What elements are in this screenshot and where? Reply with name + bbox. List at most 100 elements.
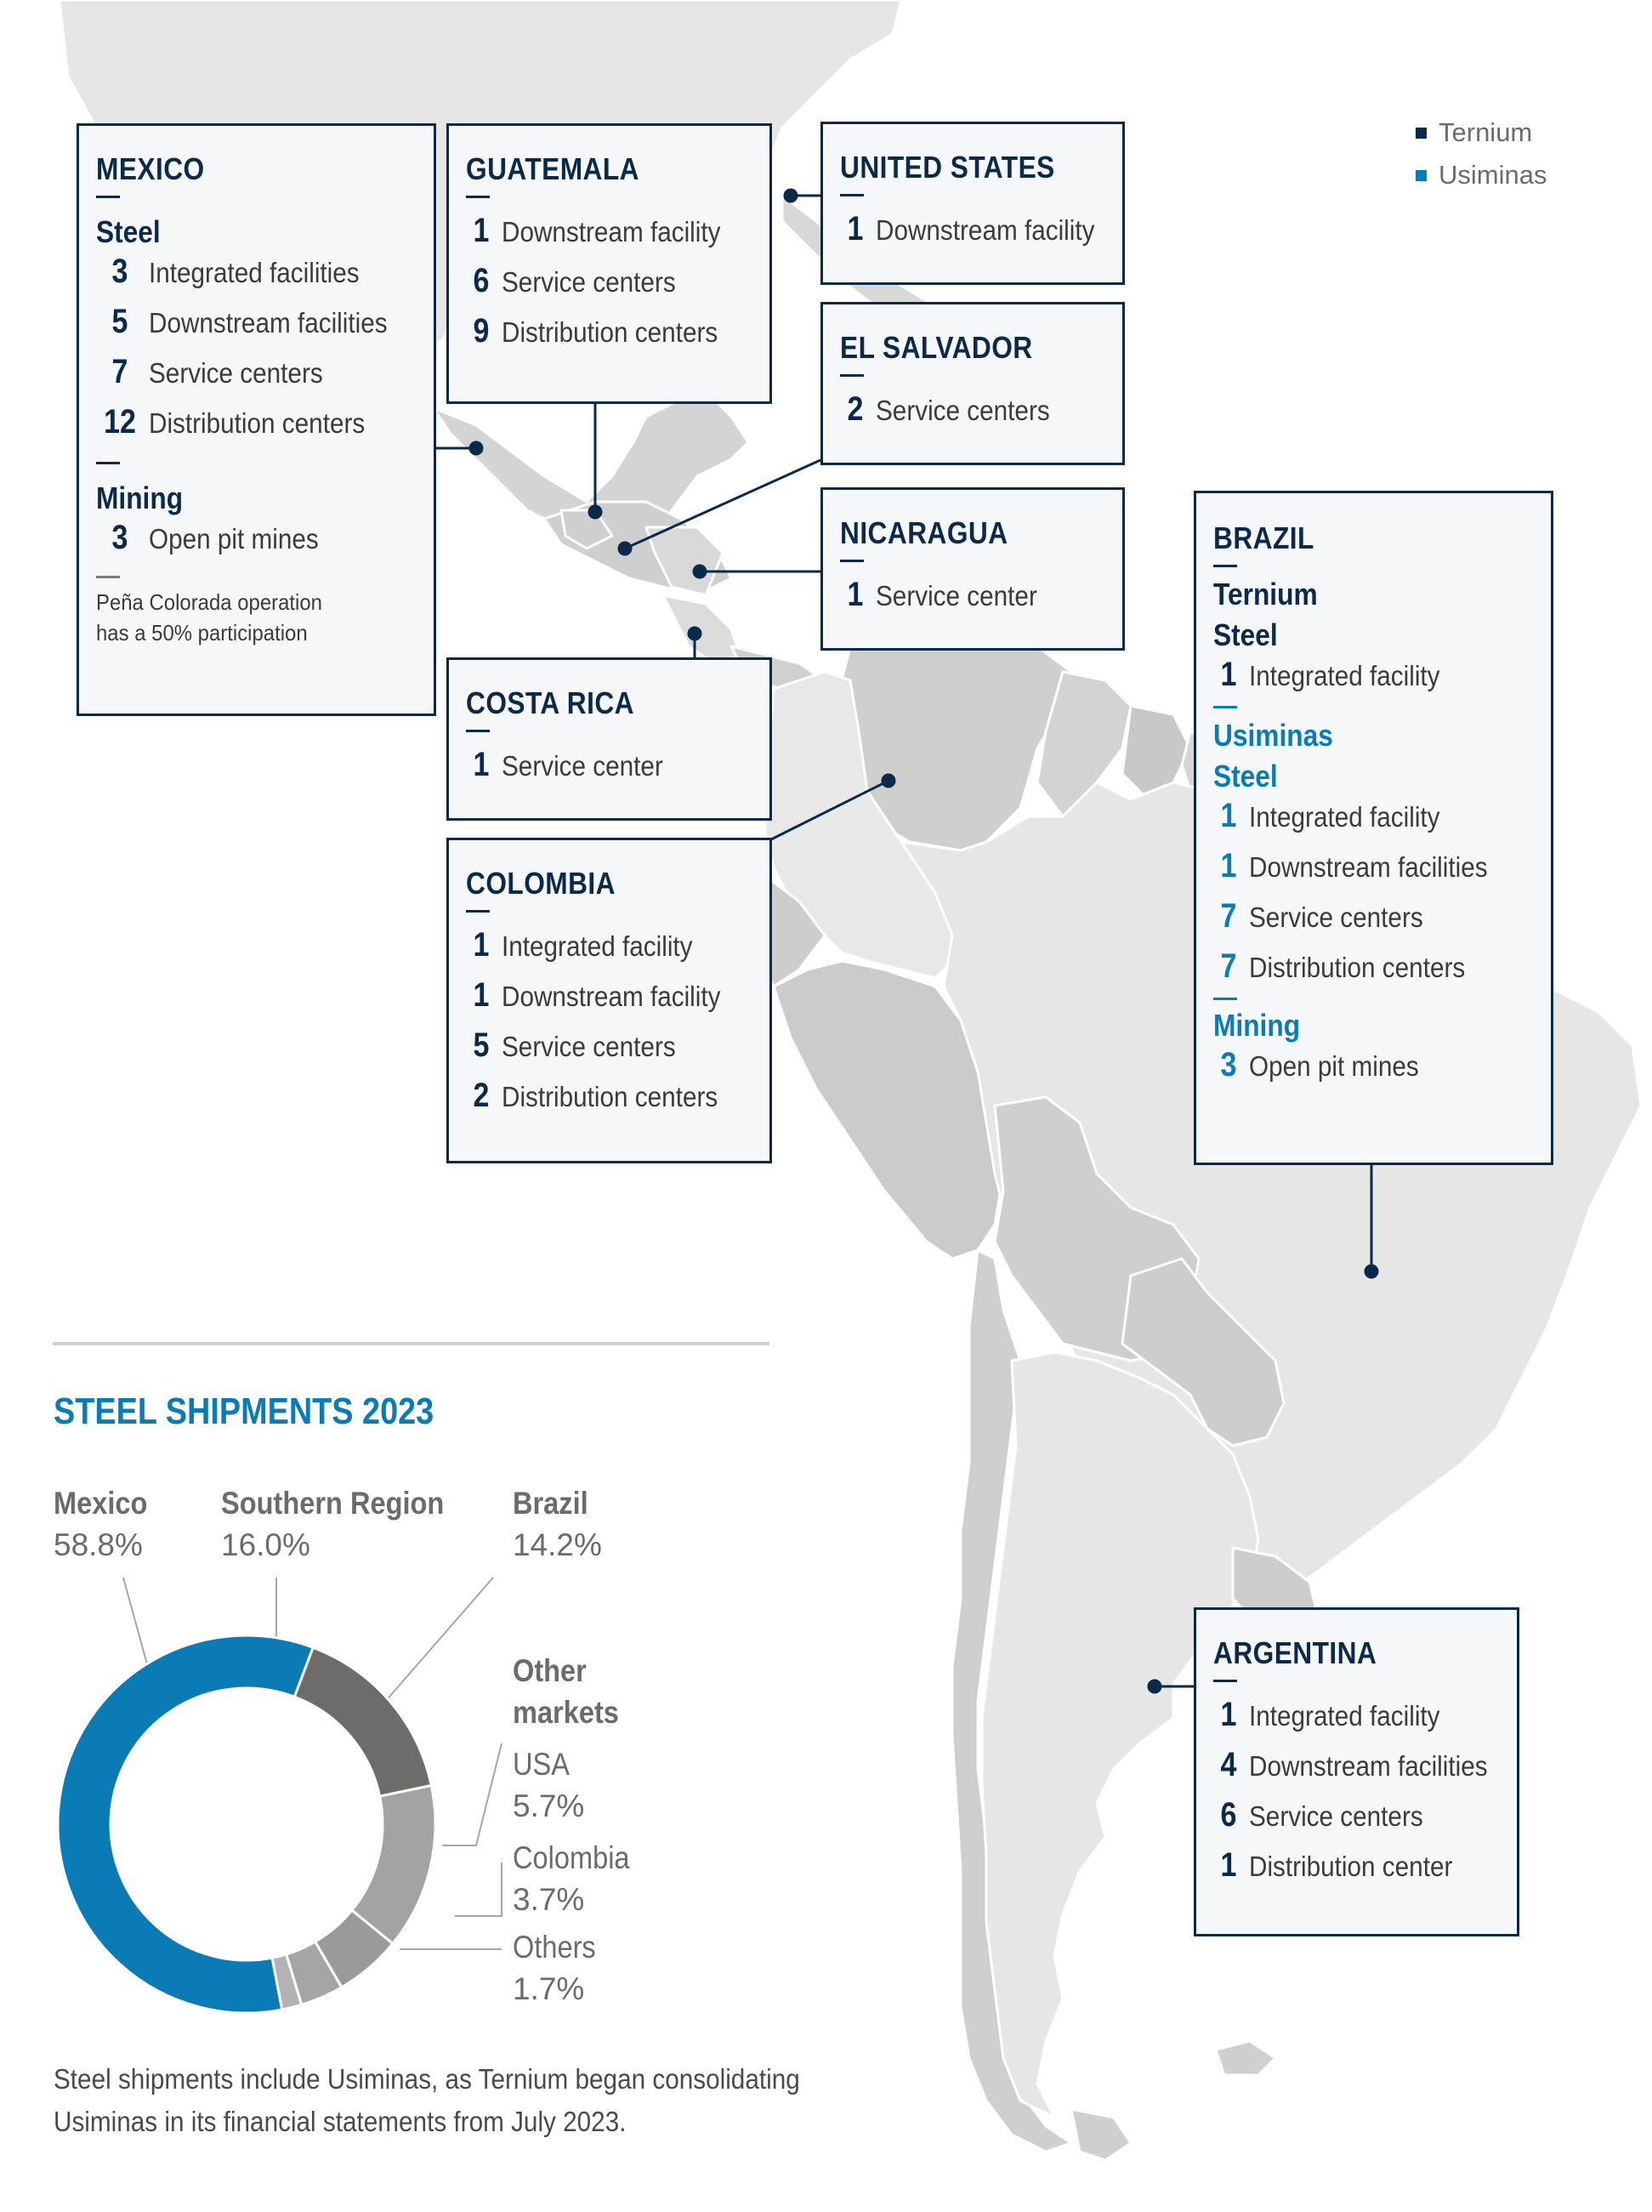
list-item: 1 Integrated facility [1213, 1696, 1517, 1746]
country-box-el-salvador: EL SALVADOR 2 Service centers [820, 302, 1125, 465]
title-divider [1213, 565, 1237, 567]
item-count: 1 [473, 212, 490, 249]
chart-footnote: Steel shipments include Usiminas, as Ter… [54, 2063, 800, 2137]
peru-landmass [772, 959, 1005, 1260]
title-divider [840, 194, 864, 196]
list-item: 1 Downstream facilities [1213, 847, 1551, 897]
item-count: 3 [111, 253, 128, 290]
category-label: Mexico [54, 1486, 148, 1521]
marker-dot-nicaragua [692, 564, 707, 579]
list-item: 6 Service centers [466, 262, 769, 312]
mexico-note: Peña Colorada operation has a 50% partic… [96, 589, 322, 645]
country-title-united-states: UNITED STATES [840, 150, 1055, 185]
brazil-ternium-steel-heading: Steel [1213, 617, 1278, 652]
leader-usa [442, 1743, 502, 1846]
marker-dot-argentina [1147, 1679, 1162, 1694]
item-count: 1 [1220, 1696, 1237, 1733]
marker-dot-united-states [783, 188, 798, 203]
list-item: 2 Distribution centers [466, 1077, 769, 1127]
category-label: Others [513, 1930, 596, 1965]
item-label: Service centers [1249, 901, 1423, 933]
item-label: Integrated facilities [149, 257, 360, 288]
item-label: Open pit mines [149, 523, 319, 554]
item-label: Service centers [1249, 1800, 1423, 1832]
country-title-nicaragua: NICARAGUA [840, 515, 1008, 550]
falkland-islands [1214, 2039, 1277, 2077]
item-label: Integrated facility [1249, 660, 1440, 691]
list-item: 3 Integrated facilities [96, 253, 434, 303]
list-item: 12 Distribution centers [96, 403, 434, 453]
country-box-costa-rica: COSTA RICA 1 Service center [446, 657, 772, 821]
value-label: 3.7% [513, 1882, 585, 1917]
item-label: Downstream facility [876, 214, 1095, 246]
nicaragua-shape [644, 526, 724, 597]
chart-label-southern-region: Southern Region 16.0% [221, 1482, 474, 1566]
value-label: 58.8% [54, 1527, 143, 1562]
item-count: 1 [1220, 847, 1237, 884]
mexico-landmass [432, 398, 750, 546]
item-label: Downstream facility [502, 216, 721, 247]
item-label: Open pit mines [1249, 1050, 1419, 1082]
item-label: Integrated facility [1249, 801, 1440, 833]
legend-ternium-swatch [1416, 127, 1427, 139]
chart-title: STEEL SHIPMENTS 2023 [54, 1390, 434, 1432]
item-label: Service centers [502, 1031, 676, 1062]
item-count: 1 [1220, 1846, 1237, 1884]
item-count: 7 [1220, 897, 1237, 935]
title-divider [466, 730, 490, 732]
item-count: 1 [847, 210, 864, 247]
chart-label-colombia: Colombia 3.7% [513, 1837, 645, 1920]
section-divider [1213, 998, 1237, 1000]
item-label: Service centers [502, 266, 676, 298]
list-item: 1 Downstream facility [466, 976, 769, 1026]
value-label: 5.7% [513, 1788, 585, 1823]
category-label: Brazil [513, 1486, 588, 1521]
costa-rica-shape [661, 594, 741, 665]
section-divider [1213, 706, 1237, 708]
chart-label-usa: USA 5.7% [513, 1743, 584, 1827]
brazil-ternium-heading: Ternium [1213, 577, 1318, 611]
list-item: 1 Integrated facility [1213, 656, 1551, 706]
donut-slice-southern-region [292, 1646, 434, 1798]
value-label: 1.7% [513, 1971, 585, 2006]
list-item: 3 Open pit mines [96, 519, 434, 569]
marker-dot-mexico [468, 441, 484, 456]
country-title-mexico: MEXICO [96, 151, 205, 186]
value-label: 14.2% [513, 1527, 602, 1562]
title-divider [840, 374, 864, 377]
mexico-steel-heading: Steel [96, 214, 161, 249]
country-box-argentina: ARGENTINA 1 Integrated facility 4 Downstre… [1194, 1607, 1519, 1936]
mexico-mining-heading: Mining [96, 480, 184, 515]
country-box-guatemala: GUATEMALA 1 Downstream facility 6 Service … [446, 123, 772, 404]
marker-dot-guatemala [588, 504, 603, 520]
country-title-el-salvador: EL SALVADOR [840, 330, 1033, 365]
item-label: Downstream facilities [1249, 1750, 1488, 1782]
category-label: USA [513, 1747, 570, 1782]
item-count: 1 [847, 576, 864, 613]
category-label: Southern Region [221, 1486, 445, 1521]
item-label: Downstream facility [502, 981, 721, 1012]
country-box-united-states: UNITED STATES 1 Downstream facility [820, 122, 1125, 285]
country-title-argentina: ARGENTINA [1213, 1635, 1377, 1670]
item-count: 1 [473, 976, 490, 1014]
title-divider [840, 560, 864, 562]
list-item: 7 Service centers [96, 353, 434, 403]
brazil-usiminas-steel-heading: Steel [1213, 759, 1278, 793]
connector-el-salvador [624, 458, 821, 550]
item-count: 6 [473, 262, 490, 299]
item-count: 1 [1220, 656, 1237, 693]
legend-usiminas-swatch [1416, 169, 1427, 181]
marker-dot-colombia [881, 773, 896, 788]
item-label: Distribution centers [502, 316, 718, 348]
legend-usiminas: Usiminas [1416, 160, 1547, 190]
country-box-mexico: MEXICO Steel 3 Integrated facilities 5 Dow… [77, 123, 436, 716]
item-label: Integrated facility [502, 930, 693, 962]
item-label: Integrated facility [1249, 1700, 1440, 1732]
item-label: Service center [502, 750, 663, 782]
item-label: Distribution center [1249, 1851, 1453, 1882]
item-count: 2 [473, 1077, 490, 1114]
marker-dot-el-salvador [617, 541, 633, 556]
item-count: 12 [104, 403, 136, 441]
item-label: Distribution centers [149, 407, 366, 439]
item-count: 2 [847, 390, 864, 428]
